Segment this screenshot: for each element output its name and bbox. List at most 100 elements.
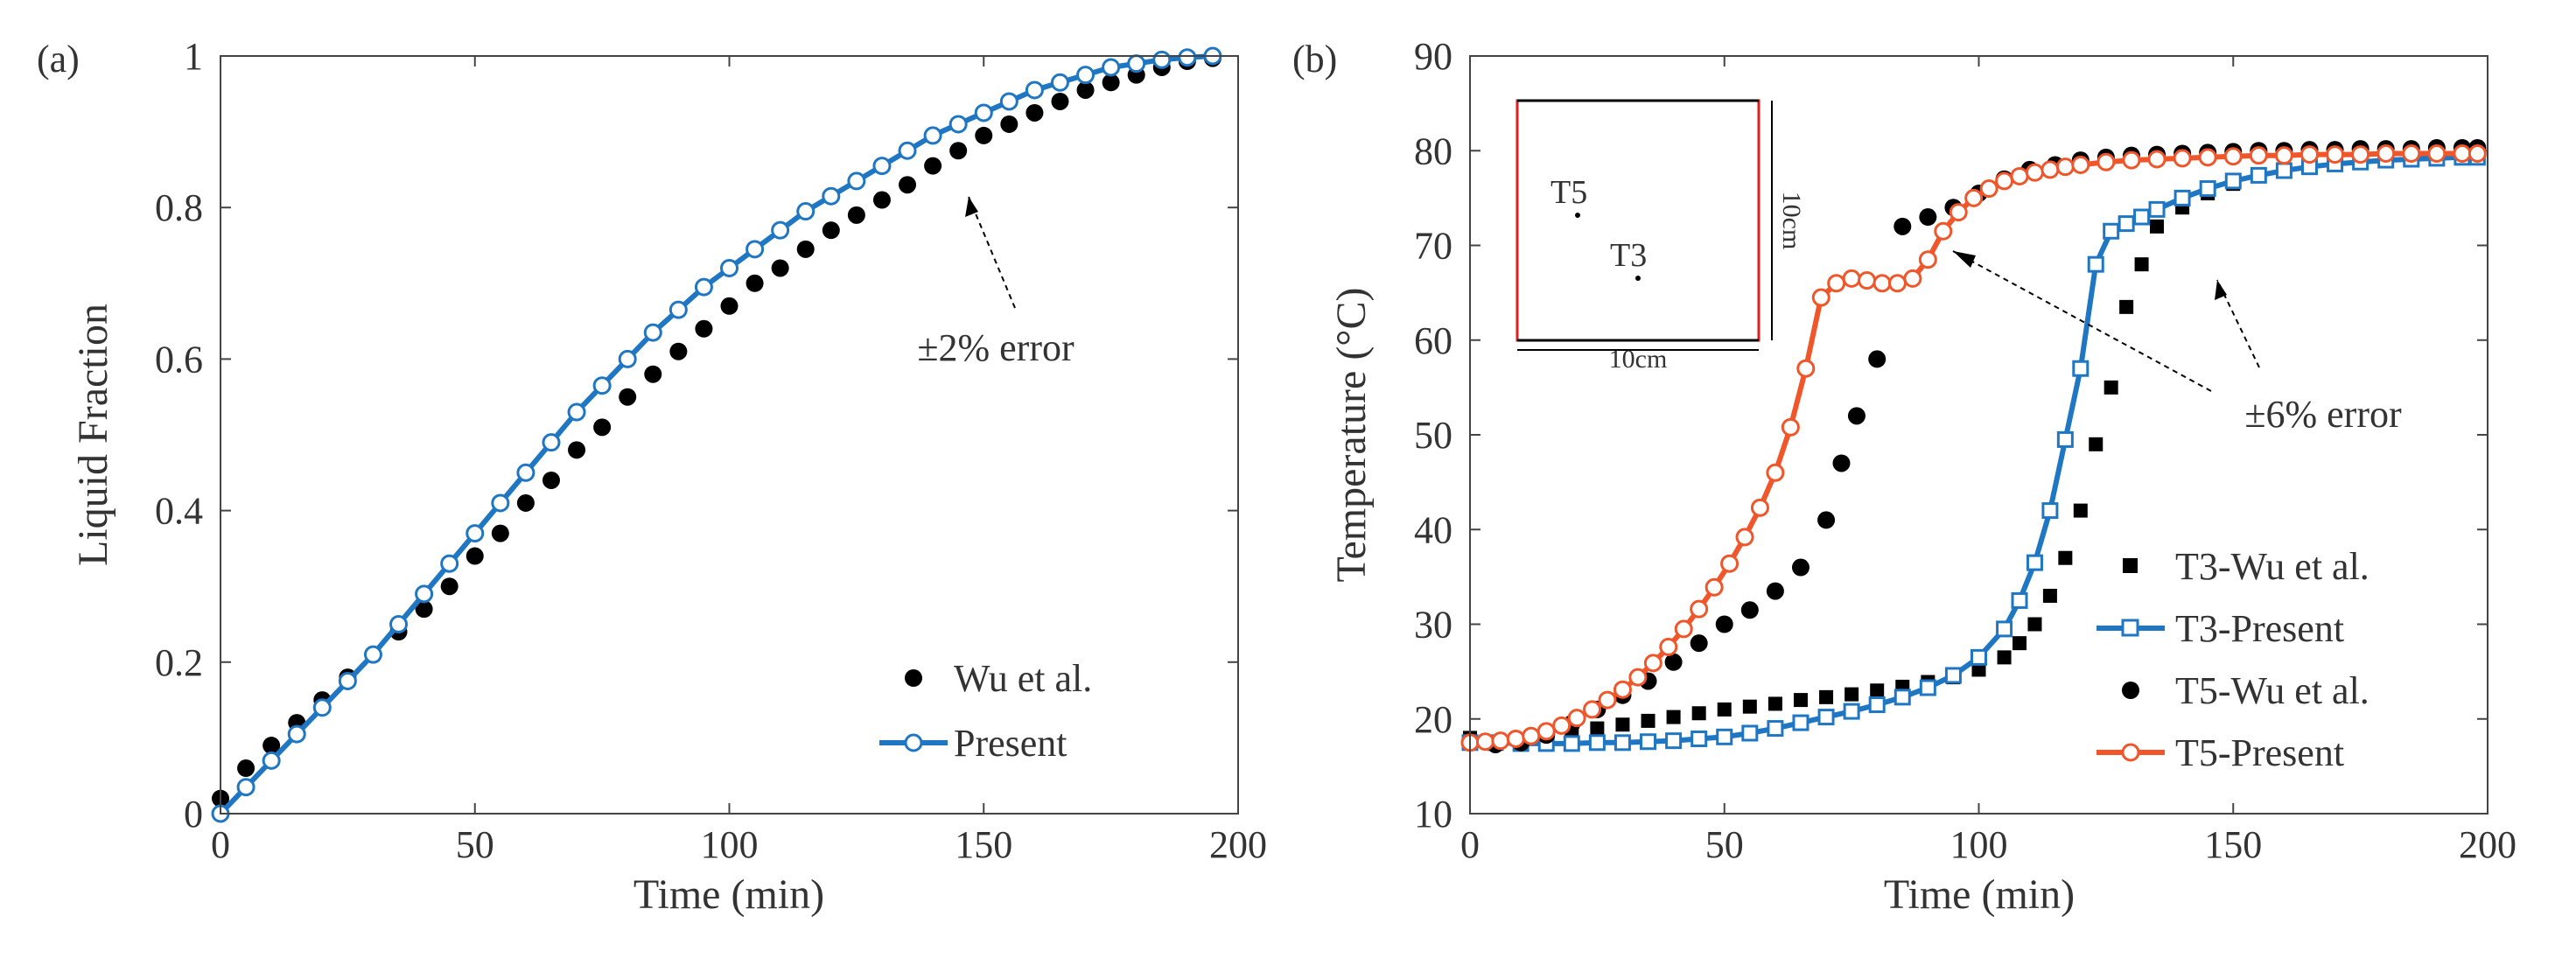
data-point bbox=[2056, 430, 2074, 448]
data-point bbox=[975, 126, 993, 144]
data-point bbox=[2040, 160, 2060, 179]
y-tick-label: 10 bbox=[1414, 793, 1452, 836]
legend-label-t5-present: T5-Present bbox=[2175, 731, 2344, 774]
data-point bbox=[440, 577, 458, 596]
data-point bbox=[1716, 728, 1733, 745]
data-point bbox=[668, 300, 688, 319]
y-tick-label: 40 bbox=[1414, 508, 1452, 551]
data-point bbox=[1717, 702, 1732, 717]
y-tick-label: 90 bbox=[1414, 35, 1452, 78]
data-point bbox=[1870, 683, 1885, 698]
x-tick-label: 100 bbox=[1950, 823, 2008, 866]
data-point bbox=[720, 258, 738, 277]
data-point bbox=[1918, 250, 1937, 269]
data-point bbox=[643, 323, 662, 342]
data-point bbox=[2089, 437, 2104, 451]
inset-height-label: 10cm bbox=[1777, 192, 1806, 250]
y-tick-label: 0.8 bbox=[155, 186, 203, 229]
panel-b-y-axis-label: Temperature (°C) bbox=[1328, 287, 1375, 582]
data-point bbox=[1949, 203, 1968, 222]
y-tick-label: 70 bbox=[1414, 225, 1452, 268]
data-point bbox=[2402, 143, 2421, 163]
data-point bbox=[1076, 80, 1095, 99]
data-point bbox=[872, 191, 891, 209]
panel-a-legend: Wu et al. Present bbox=[879, 657, 1092, 765]
x-tick-label: 200 bbox=[2459, 823, 2516, 866]
panel-a-y-axis-label: Liquid Fraction bbox=[70, 304, 116, 566]
data-point bbox=[262, 751, 281, 770]
data-point bbox=[363, 645, 382, 664]
data-point bbox=[237, 759, 256, 778]
data-point bbox=[2103, 222, 2120, 240]
data-point bbox=[847, 171, 866, 191]
data-point bbox=[1979, 179, 1998, 199]
data-point bbox=[415, 600, 433, 619]
y-tick-label: 30 bbox=[1414, 604, 1452, 647]
data-point bbox=[1588, 734, 1606, 752]
data-point bbox=[1720, 554, 1740, 573]
data-point bbox=[1567, 709, 1586, 728]
legend-marker-t5-present bbox=[2121, 743, 2140, 762]
legend-marker-present bbox=[904, 733, 923, 752]
data-point bbox=[2148, 200, 2166, 218]
data-point bbox=[2011, 591, 2028, 609]
x-tick-label: 0 bbox=[1460, 823, 1480, 866]
x-tick-label: 200 bbox=[1209, 823, 1267, 866]
data-point bbox=[1666, 710, 1681, 724]
data-point bbox=[1894, 217, 1912, 235]
data-point bbox=[1741, 724, 1759, 742]
data-point bbox=[1690, 599, 1709, 619]
y-tick-label: 0.6 bbox=[155, 338, 203, 381]
data-point bbox=[491, 524, 509, 542]
data-point bbox=[1791, 558, 1810, 577]
data-point bbox=[2096, 152, 2116, 171]
panel-b-ticks: 0 50 100 150 200 10 20 30 40 50 60 70 80 90 bbox=[1414, 35, 2516, 866]
data-point bbox=[2274, 146, 2293, 165]
data-point bbox=[669, 342, 688, 360]
data-point bbox=[1847, 407, 1866, 425]
inset-probe-t3 bbox=[1635, 276, 1641, 281]
data-point bbox=[1811, 288, 1830, 307]
data-point bbox=[1102, 58, 1121, 77]
data-point bbox=[2198, 148, 2217, 167]
data-point bbox=[2224, 172, 2242, 190]
data-point bbox=[1903, 269, 1922, 288]
data-point bbox=[1740, 601, 1759, 619]
data-point bbox=[2427, 143, 2446, 163]
data-point bbox=[1766, 463, 1785, 482]
data-point bbox=[262, 737, 281, 755]
data-point bbox=[924, 157, 942, 175]
data-point bbox=[2147, 150, 2166, 169]
legend-label-t3-present: T3-Present bbox=[2175, 607, 2344, 650]
data-point bbox=[1868, 696, 1886, 714]
panel-b-annotation-text: ±6% error bbox=[2244, 393, 2402, 436]
data-point bbox=[1894, 689, 1911, 706]
y-tick-label: 60 bbox=[1414, 319, 1452, 362]
legend-label-wu-et-al: Wu et al. bbox=[954, 657, 1092, 700]
data-point bbox=[1858, 271, 1877, 290]
data-point bbox=[923, 126, 942, 145]
data-point bbox=[1887, 274, 1907, 293]
data-point bbox=[771, 259, 789, 277]
data-point bbox=[2275, 162, 2292, 179]
data-point bbox=[2087, 255, 2104, 273]
data-point bbox=[948, 115, 968, 134]
data-point bbox=[1664, 653, 1683, 671]
data-point bbox=[1971, 662, 1986, 677]
y-tick-label: 80 bbox=[1414, 129, 1452, 172]
data-point bbox=[542, 471, 560, 489]
data-point bbox=[2250, 166, 2267, 184]
panel-b-annotation: ±6% error bbox=[1952, 250, 2402, 436]
data-point bbox=[2119, 299, 2134, 314]
legend-label-t3-wu: T3-Wu et al. bbox=[2175, 545, 2370, 588]
panel-a-plot-area bbox=[211, 46, 1222, 823]
data-point bbox=[2351, 145, 2370, 164]
data-point bbox=[2223, 147, 2243, 166]
data-point bbox=[1742, 699, 1757, 714]
series-present bbox=[211, 46, 1222, 823]
data-point bbox=[1628, 668, 1648, 687]
data-point bbox=[1690, 730, 1708, 747]
data-point bbox=[1997, 650, 2012, 665]
